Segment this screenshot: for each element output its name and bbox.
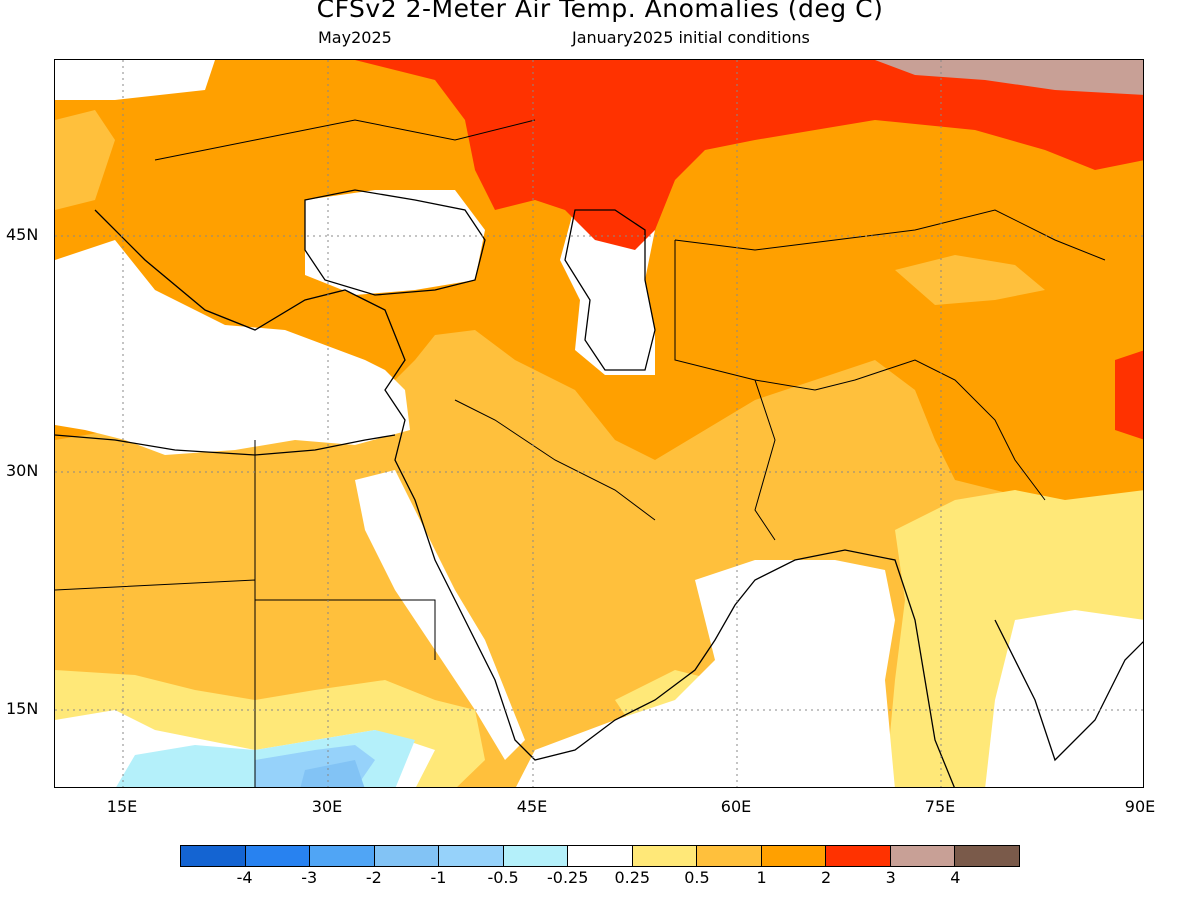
colorbar-swatch [568,846,633,866]
graticule [55,60,1143,787]
lat-label-30n: 30N [6,461,39,480]
white-arabian-sea [516,560,895,787]
white-black-sea [305,190,485,295]
blue-patch [300,760,365,787]
lon-label-45e: 45E [516,797,548,816]
colorbar-swatch [632,846,698,866]
red-region-east [1115,350,1143,440]
light-orange-north [55,110,115,210]
lon-label-60e: 60E [720,797,752,816]
anomaly-map [54,59,1144,788]
colorbar-label: -0.25 [546,868,589,887]
colorbar-label: 4 [950,868,961,887]
colorbar [180,845,1020,867]
colorbar-swatch [374,846,440,866]
colorbar-swatch [955,846,1019,866]
colorbar-label: 3 [885,868,896,887]
colorbar-swatch [697,846,762,866]
lon-label-75e: 75E [924,797,956,816]
lon-label-30e: 30E [311,797,343,816]
map-title: CFSv2 2-Meter Air Temp. Anomalies (deg C… [316,0,884,23]
white-northwest [55,60,215,100]
colorbar-swatch [826,846,891,866]
colorbar-label: -2 [365,868,382,887]
colorbar-swatch [761,846,827,866]
colorbar-label: 2 [821,868,832,887]
colorbar-label: -4 [236,868,253,887]
colorbar-swatch [503,846,569,866]
colorbar-swatch [181,846,246,866]
anomaly-map-svg [55,60,1143,787]
colorbar-label: 1 [756,868,767,887]
colorbar-label: 0.25 [614,868,651,887]
lat-label-15n: 15N [6,699,39,718]
country-borders [55,119,1106,787]
colorbar-label: 0.5 [684,868,710,887]
colorbar-swatch [310,846,375,866]
colorbar-label: -1 [430,868,447,887]
white-red-sea [355,470,525,760]
colorbar-swatch [245,846,311,866]
lat-label-45n: 45N [6,225,39,244]
lon-label-90e: 90E [1124,797,1156,816]
colorbar-label: -0.5 [487,868,519,887]
initial-conditions: January2025 initial conditions [572,28,810,47]
colorbar-swatch [890,846,956,866]
forecast-month: May2025 [318,28,392,47]
light-orange-tianshan [895,255,1045,305]
red-region-north [355,60,1143,250]
colorbar-swatch [439,846,504,866]
white-mediterranean [55,240,410,455]
colorbar-label: -3 [301,868,318,887]
tan-region [875,60,1143,95]
lon-label-15e: 15E [106,797,138,816]
white-bay-of-bengal [985,610,1143,787]
